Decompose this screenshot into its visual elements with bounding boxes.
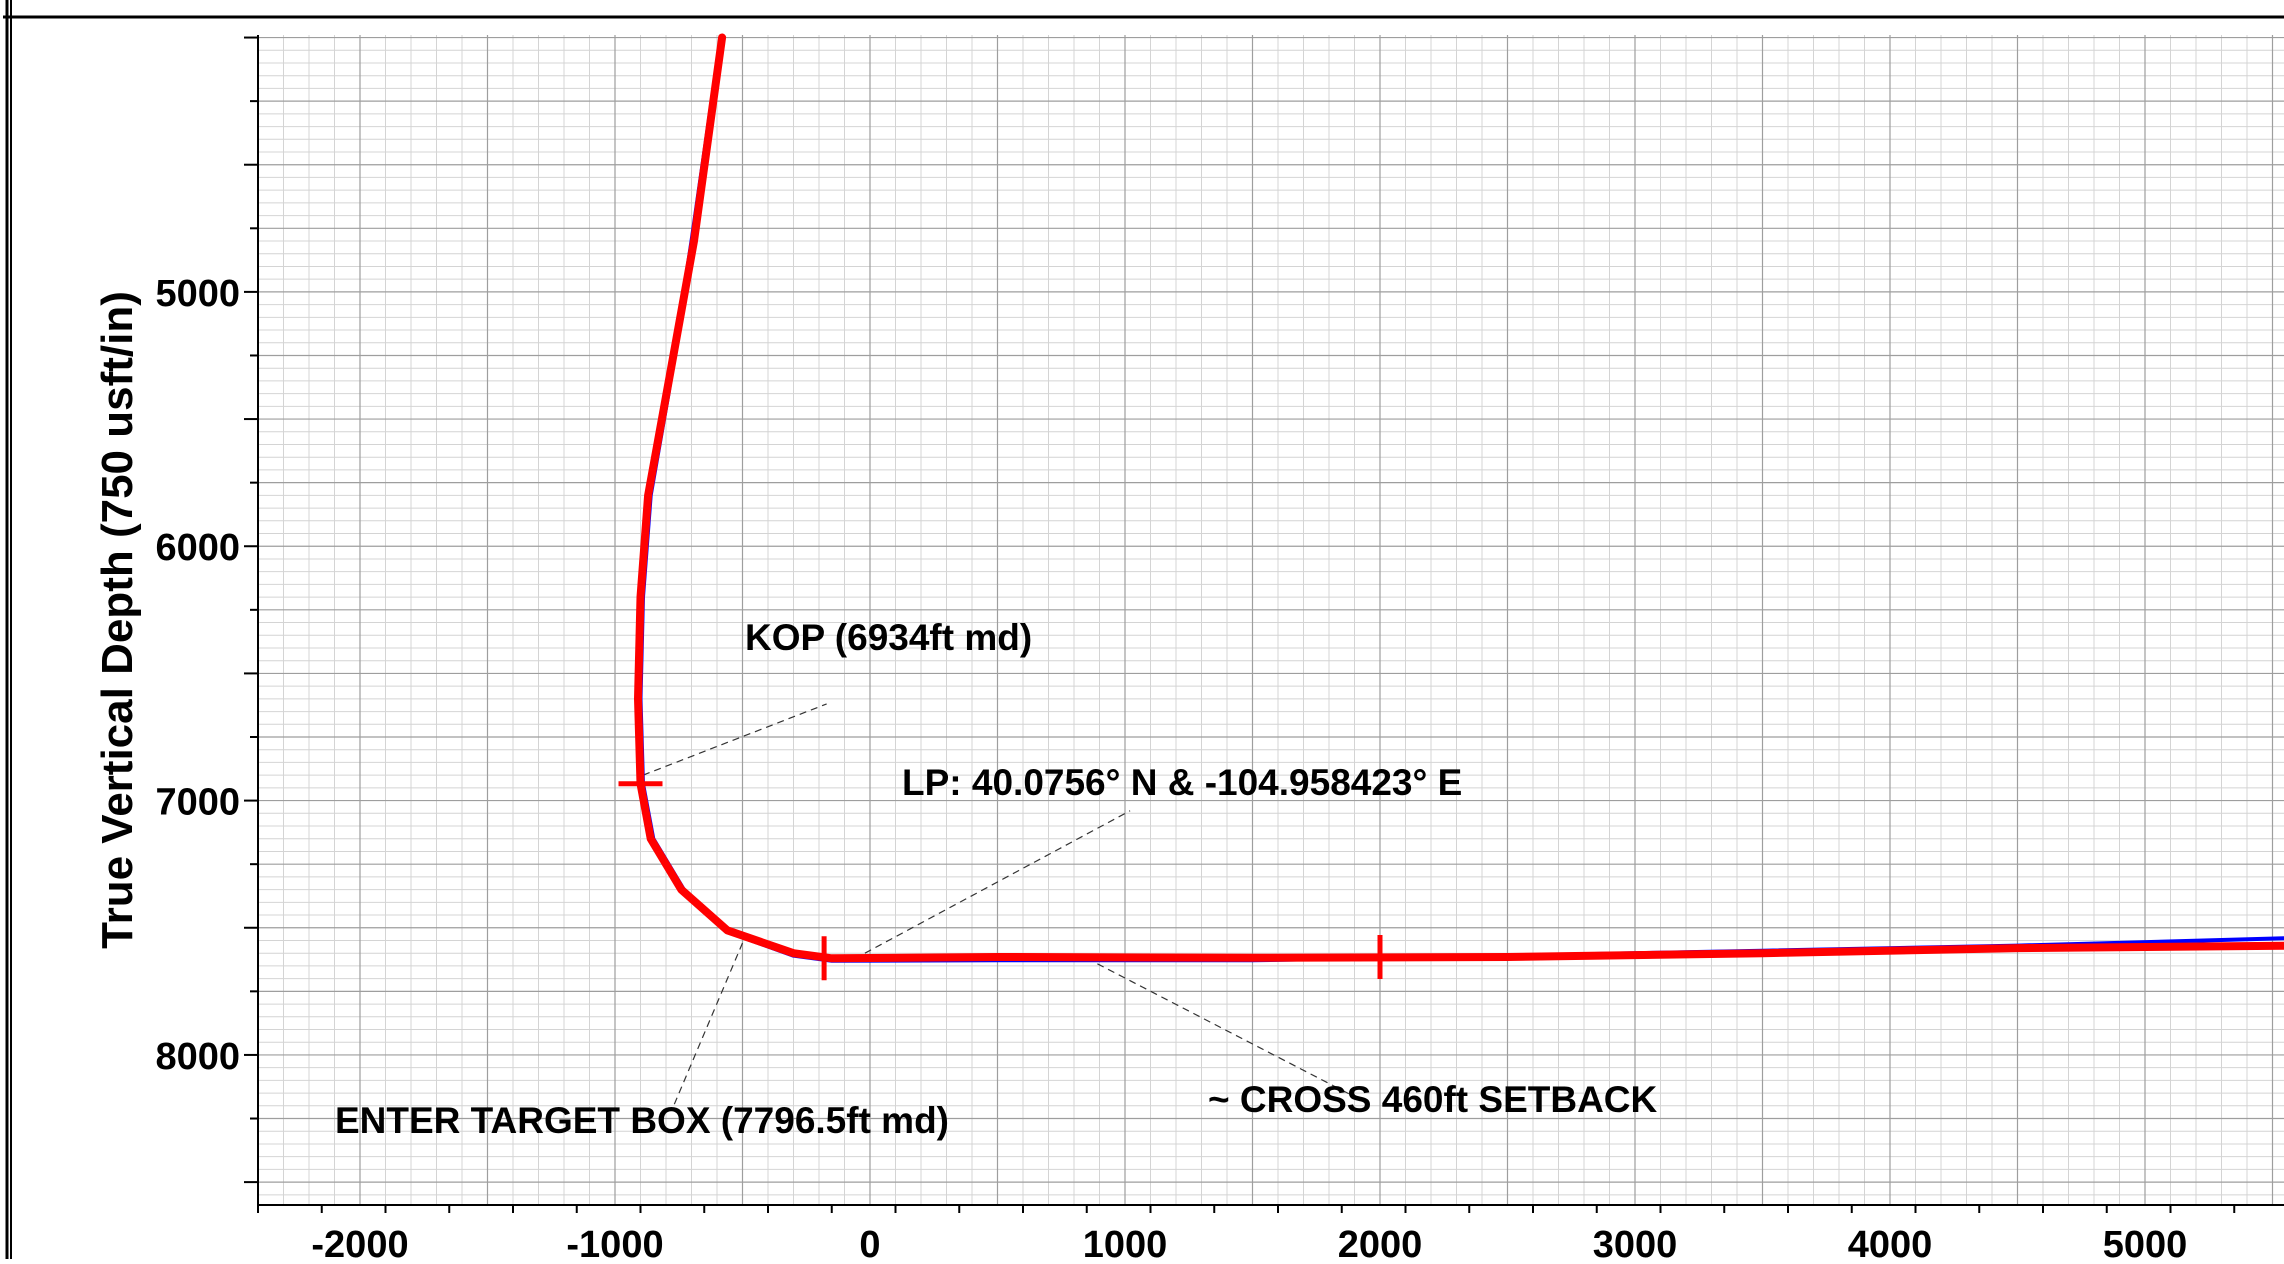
- annotation-label: KOP (6934ft md): [745, 617, 1032, 658]
- y-tick-label: 6000: [155, 527, 240, 569]
- x-tick-label: 5000: [2103, 1224, 2188, 1259]
- x-ticks: -2000 -1000 0 1000 2000 3000 4000 5000: [258, 1205, 2284, 1259]
- y-axis-title: True Vertical Depth (750 usft/in): [93, 291, 142, 949]
- y-tick-label: 7000: [155, 782, 240, 824]
- x-tick-label: 4000: [1848, 1224, 1933, 1259]
- x-tick-label: 3000: [1593, 1224, 1678, 1259]
- y-tick-label: 5000: [155, 273, 240, 315]
- y-tick-label: 8000: [155, 1036, 240, 1078]
- annotation-label: ~ CROSS 460ft SETBACK: [1208, 1079, 1658, 1120]
- x-tick-label: -2000: [311, 1224, 408, 1259]
- x-tick-label: 2000: [1338, 1224, 1423, 1259]
- x-tick-label: -1000: [566, 1224, 663, 1259]
- x-tick-label: 0: [859, 1224, 880, 1259]
- x-tick-label: 1000: [1083, 1224, 1168, 1259]
- y-ticks: 5000 6000 7000 8000: [155, 38, 258, 1183]
- annotation-label: ENTER TARGET BOX (7796.5ft md): [335, 1100, 949, 1141]
- annotation-label: LP: 40.0756° N & -104.958423° E: [902, 762, 1462, 803]
